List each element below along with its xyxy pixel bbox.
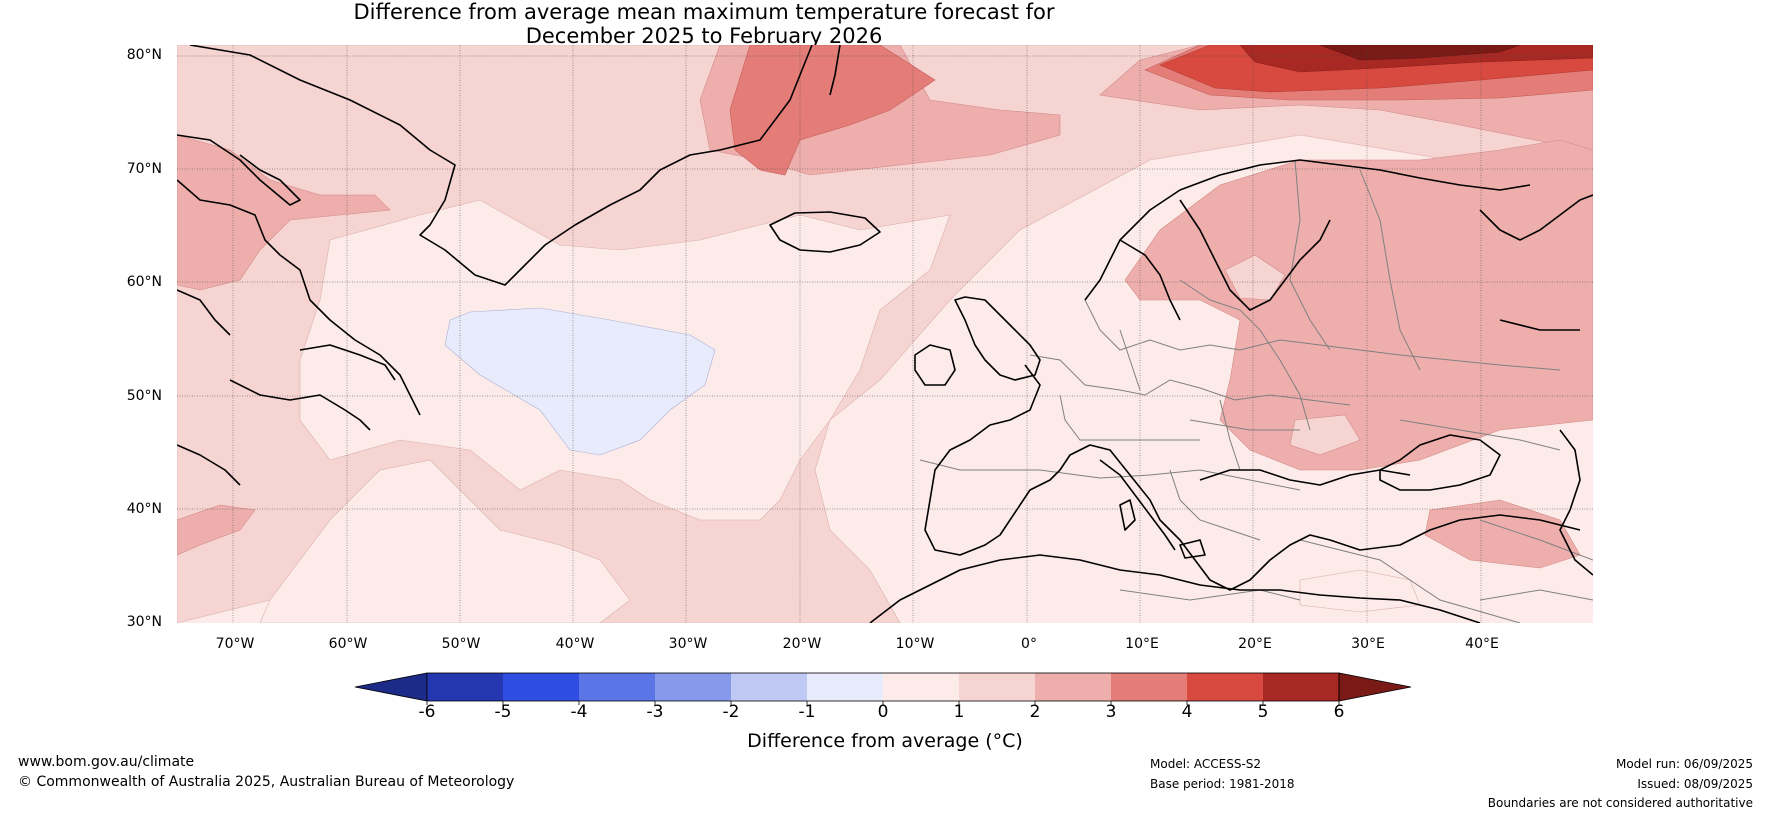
- anomaly-0-1-black-sea-patch: [1289, 414, 1361, 456]
- lon-label-70w: 70°W: [215, 636, 255, 652]
- colorbar-arrow-low: [354, 672, 428, 702]
- graticule: [177, 45, 1593, 623]
- colorbar-swatch: [1187, 673, 1263, 701]
- colorbar-tick-label: 5: [1257, 702, 1269, 722]
- coastlines: [177, 45, 1593, 623]
- model-text: Model: ACCESS-S2: [1150, 757, 1262, 771]
- base-period-text: Base period: 1981-2018: [1150, 777, 1295, 791]
- lon-label-10w: 10°W: [895, 636, 935, 652]
- anomaly-0-1-south: [259, 459, 631, 623]
- colorbar-swatch: [1263, 673, 1339, 701]
- lon-label-60w: 60°W: [328, 636, 368, 652]
- lat-label-50n: 50°N: [126, 388, 162, 404]
- anomaly-2-3-scandinavia: [1124, 139, 1593, 471]
- colorbar-tick-label: -3: [646, 702, 664, 722]
- colorbar-arrow-high: [1338, 672, 1412, 702]
- disclaimer-text: Boundaries are not considered authoritat…: [1487, 796, 1753, 810]
- anomaly-0-1-baltic-patch: [1224, 254, 1286, 301]
- colorbar-swatch: [1035, 673, 1111, 701]
- title-line-2: December 2025 to February 2026: [525, 24, 883, 48]
- colorbar-tick-label: 1: [953, 702, 965, 722]
- colorbar-tick-label: -5: [494, 702, 512, 722]
- lon-label-40e: 40°E: [1465, 636, 1499, 652]
- colorbar-tick-label: -4: [570, 702, 588, 722]
- colorbar-tick-label: 6: [1333, 702, 1345, 722]
- copyright-text: © Commonwealth of Australia 2025, Austra…: [18, 774, 515, 790]
- model-run-text: Model run: 06/09/2025: [1615, 757, 1753, 771]
- colorbar-swatch: [1111, 673, 1187, 701]
- lon-label-30e: 30°E: [1351, 636, 1385, 652]
- colorbar: [354, 672, 1412, 705]
- colorbar-swatch: [883, 673, 959, 701]
- lon-label-40w: 40°W: [555, 636, 595, 652]
- website-link[interactable]: www.bom.gov.au/climate: [18, 754, 195, 770]
- issued-text: Issued: 08/09/2025: [1637, 777, 1753, 791]
- anomaly-2-3-middle-east: [1424, 499, 1581, 569]
- lat-label-70n: 70°N: [126, 161, 162, 177]
- map-field: [177, 45, 1593, 623]
- chart-title: Difference from average mean maximum tem…: [0, 0, 1408, 48]
- colorbar-tick-label: -2: [722, 702, 740, 722]
- colorbar-swatch: [959, 673, 1035, 701]
- colorbar-tick-label: -6: [418, 702, 436, 722]
- colorbar-swatch: [731, 673, 807, 701]
- anomaly-5-6-barents: [1239, 45, 1593, 73]
- lat-label-30n: 30°N: [126, 614, 162, 630]
- country-borders: [919, 159, 1593, 623]
- colorbar-tick-label: 2: [1029, 702, 1041, 722]
- lon-label-20e: 20°E: [1238, 636, 1272, 652]
- lat-label-40n: 40°N: [126, 501, 162, 517]
- anomaly-2-3-canada: [177, 134, 391, 291]
- lon-label-50w: 50°W: [441, 636, 481, 652]
- title-line-1: Difference from average mean maximum tem…: [353, 0, 1055, 24]
- colorbar-tick-label: -1: [798, 702, 816, 722]
- colorbar-swatch: [655, 673, 731, 701]
- colorbar-tick-label: 4: [1181, 702, 1193, 722]
- colorbar-tick-label: 3: [1105, 702, 1117, 722]
- lat-label-80n: 80°N: [126, 47, 162, 63]
- lon-label-30w: 30°W: [668, 636, 708, 652]
- colorbar-label: Difference from average (°C): [747, 730, 1023, 752]
- lon-label-20w: 20°W: [782, 636, 822, 652]
- colorbar-swatch: [807, 673, 883, 701]
- colorbar-swatch: [427, 673, 503, 701]
- lon-label-0: 0°: [1021, 636, 1037, 652]
- anomaly-2-3-us-east: [177, 504, 256, 556]
- anomaly-minus1-0-patch: [444, 307, 716, 456]
- lat-label-60n: 60°N: [126, 274, 162, 290]
- lon-label-10e: 10°E: [1125, 636, 1159, 652]
- colorbar-tick-label: 0: [877, 702, 889, 722]
- colorbar-swatch: [503, 673, 579, 701]
- colorbar-swatch: [579, 673, 655, 701]
